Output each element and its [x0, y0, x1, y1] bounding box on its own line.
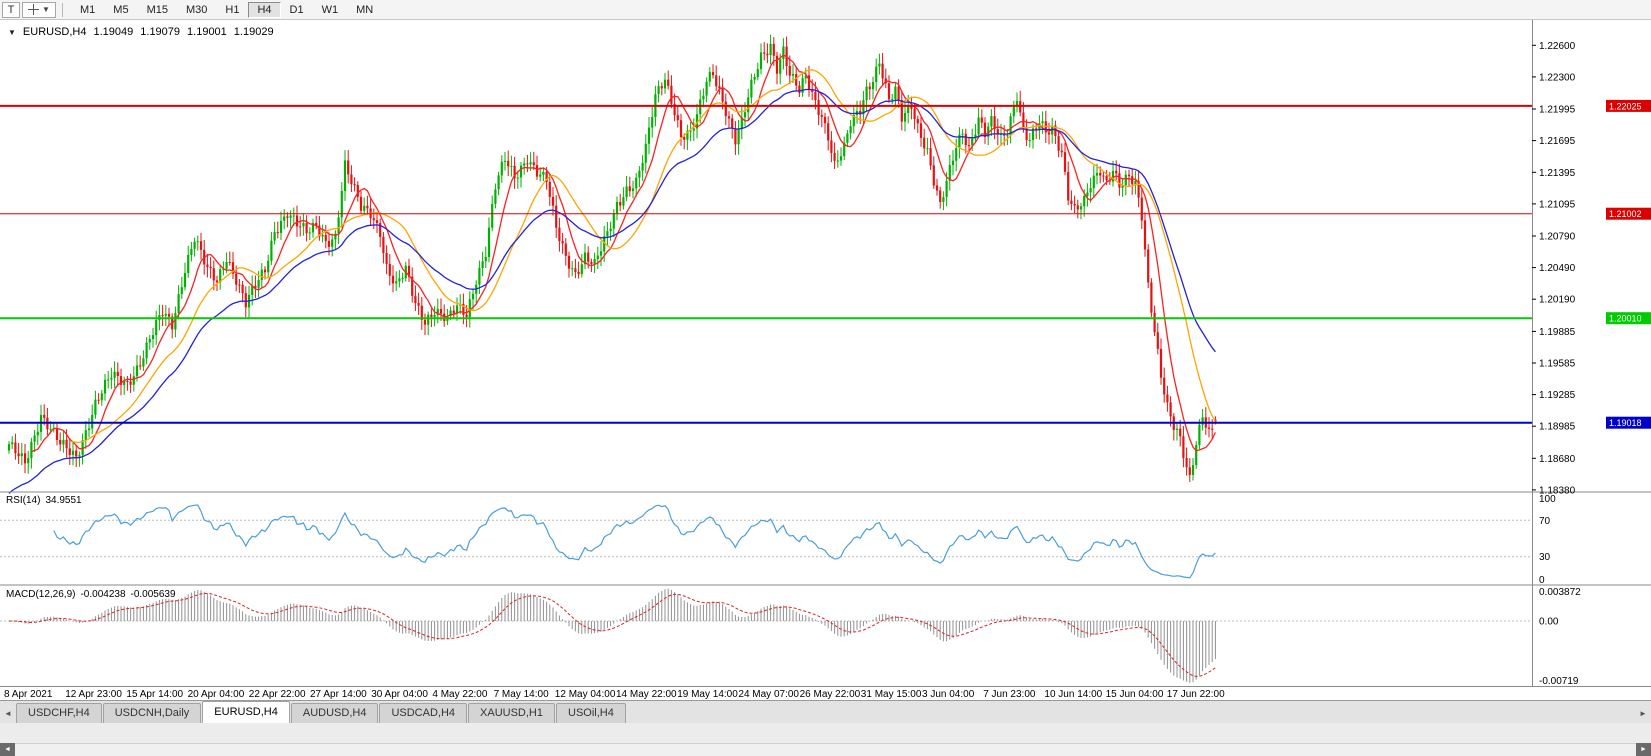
- chart-tab-usdcnh-daily[interactable]: USDCNH,Daily: [102, 703, 202, 723]
- svg-text:100: 100: [1539, 494, 1556, 505]
- svg-text:1.20490: 1.20490: [1539, 263, 1576, 274]
- timeframe-button-m15[interactable]: M15: [146, 3, 168, 16]
- svg-text:1.19018: 1.19018: [1609, 418, 1642, 428]
- toolbar-separator: [62, 2, 63, 17]
- svg-text:1.21002: 1.21002: [1609, 209, 1642, 219]
- toolbar: T ▼ M1 M5 M15 M30 H1 H4 D1 W1 MN: [0, 0, 1651, 20]
- macd-indicator-label: MACD(12,26,9): [6, 589, 76, 600]
- svg-text:1.22600: 1.22600: [1539, 41, 1576, 52]
- svg-text:14 May 22:00: 14 May 22:00: [616, 689, 677, 700]
- ohlc-close: 1.19029: [233, 26, 274, 38]
- svg-text:31 May 15:00: 31 May 15:00: [861, 689, 922, 700]
- chart-tab-eurusd-h4[interactable]: EURUSD,H4: [202, 701, 290, 723]
- collapse-triangle-icon[interactable]: ▼: [8, 27, 16, 37]
- svg-text:4 May 22:00: 4 May 22:00: [432, 689, 487, 700]
- timeframe-button-mn[interactable]: MN: [356, 3, 374, 16]
- ohlc-low: 1.19001: [187, 26, 227, 38]
- svg-text:1.22025: 1.22025: [1609, 101, 1642, 111]
- svg-text:1.21695: 1.21695: [1539, 136, 1576, 147]
- toolbar-button-t[interactable]: T: [2, 1, 20, 18]
- ohlc-high: 1.19079: [140, 26, 181, 38]
- svg-text:0: 0: [1539, 575, 1545, 586]
- svg-text:0.003872: 0.003872: [1539, 587, 1581, 598]
- chart-tab-xauusd-h1[interactable]: XAUUSD,H1: [468, 703, 555, 723]
- svg-text:1.18680: 1.18680: [1539, 454, 1576, 465]
- ohlc-open: 1.19049: [93, 26, 134, 38]
- svg-text:70: 70: [1539, 516, 1551, 527]
- timeframe-button-h1[interactable]: H1: [225, 3, 240, 16]
- macd-indicator-value-1: -0.004238: [80, 589, 126, 600]
- svg-text:20 Apr 04:00: 20 Apr 04:00: [188, 689, 245, 700]
- svg-text:7 May 14:00: 7 May 14:00: [494, 689, 549, 700]
- svg-text:12 Apr 23:00: 12 Apr 23:00: [65, 689, 122, 700]
- svg-text:1.20010: 1.20010: [1609, 314, 1642, 324]
- svg-text:26 May 22:00: 26 May 22:00: [800, 689, 861, 700]
- svg-text:1.19285: 1.19285: [1539, 390, 1576, 401]
- timeframe-button-d1[interactable]: D1: [289, 3, 304, 16]
- dropdown-arrow-icon: ▼: [42, 5, 50, 14]
- svg-text:1.18380: 1.18380: [1539, 485, 1576, 496]
- svg-text:1.20790: 1.20790: [1539, 232, 1576, 243]
- scrollbar-right-arrow[interactable]: ►: [1636, 743, 1651, 756]
- svg-text:1.19885: 1.19885: [1539, 327, 1576, 338]
- svg-text:1.21995: 1.21995: [1539, 105, 1576, 116]
- svg-text:15 Apr 14:00: 15 Apr 14:00: [126, 689, 183, 700]
- horizontal-scrollbar[interactable]: ◄ ►: [0, 743, 1651, 756]
- svg-text:3 Jun 04:00: 3 Jun 04:00: [922, 689, 975, 700]
- timeframe-button-m1[interactable]: M1: [80, 3, 96, 16]
- timeframe-button-h4[interactable]: H4: [248, 1, 281, 18]
- svg-text:-0.00719: -0.00719: [1539, 676, 1579, 687]
- macd-panel-title: MACD(12,26,9) -0.004238 -0.005639: [6, 589, 176, 600]
- timeframe-button-m30[interactable]: M30: [185, 3, 208, 16]
- svg-text:27 Apr 14:00: 27 Apr 14:00: [310, 689, 367, 700]
- rsi-indicator-value: 34.9551: [45, 495, 82, 506]
- svg-text:1.21395: 1.21395: [1539, 168, 1576, 179]
- svg-text:15 Jun 04:00: 15 Jun 04:00: [1106, 689, 1164, 700]
- scrollbar-track[interactable]: [15, 743, 1636, 756]
- chart-tab-audusd-h4[interactable]: AUDUSD,H4: [290, 703, 379, 723]
- timeframe-button-w1[interactable]: W1: [321, 3, 339, 16]
- chart-ohlc-header: ▼ EURUSD,H4 1.19049 1.19079 1.19001 1.19…: [8, 26, 274, 38]
- svg-text:24 May 07:00: 24 May 07:00: [738, 689, 799, 700]
- timeframe-button-m5[interactable]: M5: [113, 3, 129, 16]
- svg-text:8 Apr 2021: 8 Apr 2021: [4, 689, 53, 700]
- svg-text:12 May 04:00: 12 May 04:00: [555, 689, 616, 700]
- chart-tab-usdcad-h4[interactable]: USDCAD,H4: [379, 703, 468, 723]
- rsi-indicator-label: RSI(14): [6, 495, 41, 506]
- timeframe-button-group: M1 M5 M15 M30 H1 H4 D1 W1 MN: [71, 1, 382, 18]
- svg-text:0.00: 0.00: [1539, 617, 1559, 628]
- scrollbar-left-arrow[interactable]: ◄: [0, 743, 15, 756]
- svg-text:17 Jun 22:00: 17 Jun 22:00: [1167, 689, 1225, 700]
- tabs-scroll-left-button[interactable]: ◄: [4, 708, 12, 718]
- svg-text:30: 30: [1539, 552, 1551, 563]
- svg-text:7 Jun 23:00: 7 Jun 23:00: [983, 689, 1036, 700]
- svg-text:1.19585: 1.19585: [1539, 359, 1576, 370]
- svg-text:22 Apr 22:00: 22 Apr 22:00: [249, 689, 306, 700]
- tabs-scroll-right-button[interactable]: ►: [1639, 708, 1647, 718]
- chart-window: 1.22600 1.22300 1.21995 1.21695 1.21395 1.210…: [0, 0, 1651, 700]
- svg-text:1.20190: 1.20190: [1539, 295, 1576, 306]
- svg-text:10 Jun 14:00: 10 Jun 14:00: [1044, 689, 1102, 700]
- svg-text:1.22300: 1.22300: [1539, 72, 1576, 83]
- macd-indicator-value-2: -0.005639: [130, 589, 176, 600]
- crosshair-tool-button[interactable]: ▼: [22, 1, 56, 18]
- svg-text:1.21095: 1.21095: [1539, 199, 1576, 210]
- window-filler: [0, 723, 1651, 743]
- rsi-panel-title: RSI(14) 34.9551: [6, 495, 82, 506]
- crosshair-icon: [28, 4, 40, 15]
- chart-tab-usoil-h4[interactable]: USOil,H4: [556, 703, 626, 723]
- svg-text:19 May 14:00: 19 May 14:00: [677, 689, 738, 700]
- svg-text:1.18985: 1.18985: [1539, 422, 1576, 433]
- chart-tab-bar: ◄ USDCHF,H4 USDCNH,Daily EURUSD,H4 AUDUSD,H…: [0, 700, 1651, 723]
- symbol-period-label: EURUSD,H4: [22, 26, 87, 38]
- chart-tab-usdchf-h4[interactable]: USDCHF,H4: [16, 703, 102, 723]
- svg-text:30 Apr 04:00: 30 Apr 04:00: [371, 689, 428, 700]
- chart-canvas[interactable]: 1.22600 1.22300 1.21995 1.21695 1.21395 1.210…: [0, 0, 1651, 700]
- chart-tabs: USDCHF,H4 USDCNH,Daily EURUSD,H4 AUDUSD,H4 U…: [16, 700, 627, 723]
